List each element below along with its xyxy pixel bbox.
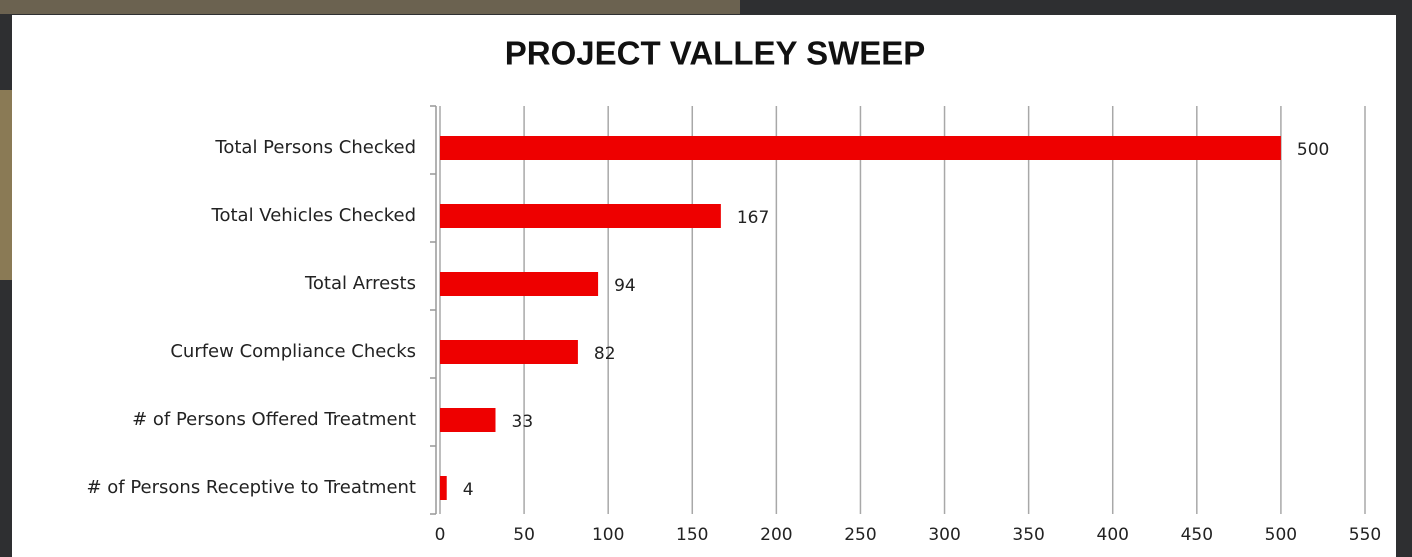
y-tick-label: Total Arrests [304, 273, 416, 294]
x-tick-label: 450 [1181, 525, 1213, 545]
x-tick-label: 50 [513, 525, 535, 545]
x-tick-label: 300 [928, 525, 960, 545]
x-tick-label: 500 [1265, 525, 1297, 545]
x-tick-label: 200 [760, 525, 792, 545]
y-tick-label: Total Persons Checked [214, 137, 416, 158]
bar [440, 136, 1281, 160]
chart-panel [12, 15, 1396, 557]
bar [440, 272, 599, 296]
y-tick-label: Curfew Compliance Checks [170, 341, 416, 362]
y-tick-label: # of Persons Receptive to Treatment [86, 477, 416, 498]
bar [440, 204, 721, 228]
bar [440, 408, 496, 432]
x-tick-label: 350 [1012, 525, 1044, 545]
x-tick-label: 250 [844, 525, 876, 545]
data-label: 33 [512, 412, 534, 432]
data-label: 500 [1297, 140, 1329, 160]
data-label: 167 [737, 208, 769, 228]
x-tick-label: 550 [1349, 525, 1381, 545]
background-photo-strip [0, 0, 740, 14]
x-tick-label: 150 [676, 525, 708, 545]
background-photo-edge [0, 90, 14, 280]
data-label: 94 [614, 276, 636, 296]
x-tick-label: 0 [435, 525, 446, 545]
y-tick-label: # of Persons Offered Treatment [132, 409, 416, 430]
data-label: 4 [463, 480, 474, 500]
x-tick-label: 100 [592, 525, 624, 545]
bar [440, 476, 447, 500]
data-label: 82 [594, 344, 616, 364]
chart-title: PROJECT VALLEY SWEEP [505, 35, 926, 72]
bar [440, 340, 578, 364]
x-tick-label: 400 [1097, 525, 1129, 545]
y-tick-label: Total Vehicles Checked [211, 205, 416, 226]
